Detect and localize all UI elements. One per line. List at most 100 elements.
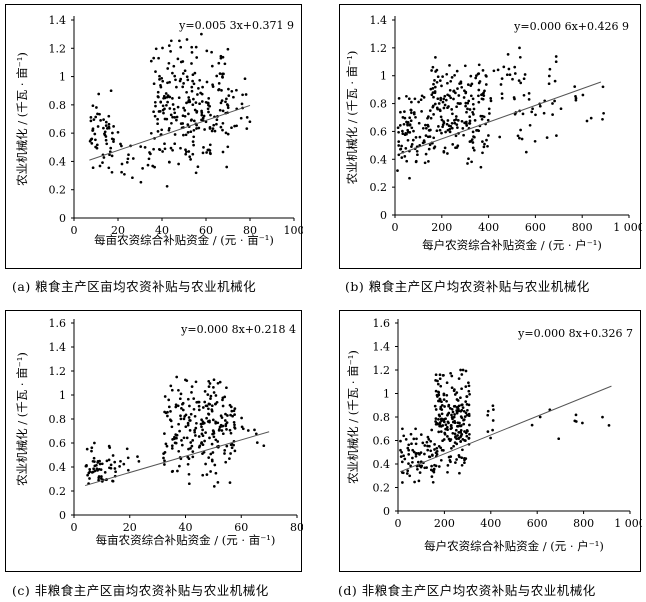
data-point — [499, 83, 503, 86]
data-point — [179, 417, 183, 421]
data-point — [449, 427, 453, 431]
data-point — [197, 400, 201, 404]
data-point — [518, 46, 521, 50]
data-point — [179, 146, 182, 150]
data-point — [426, 124, 430, 128]
data-point — [185, 38, 189, 41]
data-point — [447, 421, 450, 425]
data-point — [162, 456, 165, 460]
data-point — [426, 116, 429, 120]
data-point — [166, 410, 169, 414]
data-point — [184, 425, 188, 429]
data-point — [90, 471, 94, 474]
data-point — [471, 130, 475, 134]
data-point — [434, 373, 438, 377]
data-point — [459, 80, 463, 84]
data-point — [200, 32, 203, 36]
data-point — [178, 79, 182, 83]
data-point — [468, 140, 472, 143]
data-point — [457, 377, 461, 380]
data-point — [450, 126, 454, 130]
data-point — [187, 482, 191, 486]
data-point — [461, 406, 465, 409]
data-point — [456, 119, 460, 122]
data-point — [487, 134, 490, 137]
data-point — [401, 481, 404, 484]
data-point — [463, 461, 466, 465]
data-point — [466, 107, 469, 111]
data-point — [557, 437, 561, 441]
data-point — [440, 448, 444, 452]
y-tick-label: 0 — [380, 209, 387, 222]
data-point — [152, 82, 156, 86]
data-point — [440, 118, 444, 122]
data-point — [477, 63, 481, 67]
data-point — [433, 91, 437, 95]
data-point — [443, 146, 447, 150]
data-point — [191, 152, 195, 156]
y-tick-label: 1.4 — [49, 14, 67, 27]
data-point — [170, 444, 174, 448]
data-point — [401, 427, 404, 431]
data-point — [219, 56, 223, 60]
data-point — [230, 89, 234, 93]
data-point — [474, 76, 478, 80]
data-point — [481, 69, 485, 72]
data-point — [442, 398, 446, 401]
y-tick-label: 1 — [380, 70, 387, 83]
data-point — [240, 416, 243, 420]
data-point — [186, 123, 190, 126]
data-point — [457, 437, 460, 440]
data-point — [201, 85, 204, 89]
data-point — [169, 419, 173, 423]
data-point — [97, 467, 101, 471]
data-point — [429, 468, 433, 472]
data-point — [443, 103, 447, 107]
data-point — [442, 150, 446, 153]
regression-equation: y=0.005 3x+0.371 9 — [178, 19, 294, 32]
data-point — [454, 91, 457, 95]
data-point — [214, 438, 218, 442]
data-point — [195, 400, 199, 404]
data-point — [198, 444, 202, 448]
data-point — [463, 89, 466, 93]
data-point — [228, 481, 232, 484]
data-point — [185, 436, 189, 440]
data-point — [205, 151, 208, 154]
data-point — [448, 64, 451, 67]
data-point — [190, 385, 194, 388]
data-point — [446, 106, 449, 110]
data-point — [427, 160, 430, 163]
data-point — [445, 393, 449, 397]
data-point — [442, 417, 446, 421]
data-point — [192, 97, 195, 101]
data-point — [186, 462, 190, 466]
data-point — [467, 99, 471, 103]
data-point — [151, 164, 155, 168]
y-tick-label: 0.2 — [49, 485, 67, 498]
scatter-chart-d: 0 0.2 0.4 0.6 0.8 1 1.2 1.4 1.6 0 200 400 600 800 1 00… — [346, 317, 642, 553]
data-point — [207, 385, 211, 388]
data-point — [438, 377, 442, 381]
data-point — [435, 80, 439, 84]
data-point — [169, 410, 172, 413]
data-point — [179, 45, 183, 49]
data-point — [143, 146, 147, 149]
data-point — [181, 402, 184, 406]
data-point — [411, 138, 415, 142]
data-point — [457, 409, 460, 413]
data-point — [93, 441, 96, 445]
data-point — [489, 436, 492, 440]
data-point — [230, 446, 234, 450]
data-point — [519, 81, 523, 85]
data-point — [223, 419, 227, 422]
data-point — [464, 120, 468, 124]
data-point — [439, 446, 443, 450]
data-point — [166, 414, 169, 418]
y-tick-label: 0.2 — [373, 482, 391, 495]
data-point — [209, 397, 212, 400]
data-point — [96, 112, 99, 116]
data-point — [157, 56, 160, 60]
data-point — [538, 415, 542, 419]
data-point — [240, 102, 244, 106]
